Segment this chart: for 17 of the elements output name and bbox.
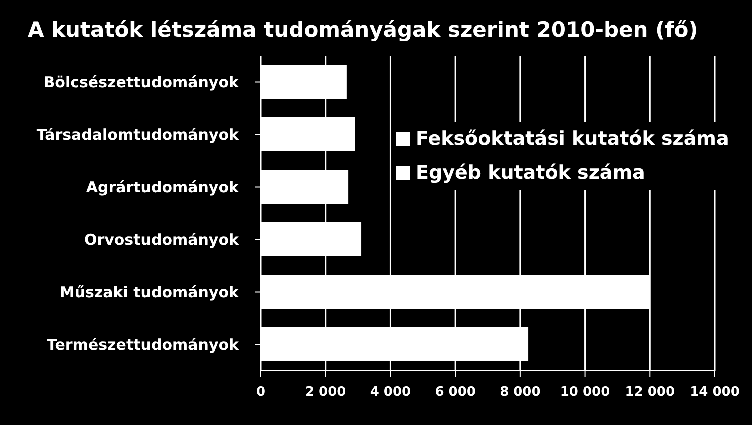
x-tick-label: 0 xyxy=(256,385,266,400)
y-tick-label: Orvostudományok xyxy=(84,231,240,250)
x-tick-label: 8 000 xyxy=(500,385,541,400)
x-tick-label: 2 000 xyxy=(306,385,346,400)
x-tick-label: 14 000 xyxy=(690,385,740,400)
y-tick-label: Bölcsészettudományok xyxy=(44,74,240,92)
x-tick-label: 10 000 xyxy=(560,385,610,400)
x-tick-label: 4 000 xyxy=(370,385,412,400)
legend-label: Feksőoktatási kutatók száma xyxy=(416,127,730,152)
y-tick-label: Agrártudományok xyxy=(86,178,240,197)
y-tick-label: Műszaki tudományok xyxy=(60,284,240,302)
y-tick-label: Társadalomtudományok xyxy=(36,126,240,144)
y-tick-label: Természettudományok xyxy=(47,336,240,354)
legend-label: Egyéb kutatók száma xyxy=(416,161,646,186)
chart-title: A kutatók létszáma tudományágak szerint 2010-ben (fő) xyxy=(28,18,698,42)
x-tick-label: 12 000 xyxy=(625,385,676,400)
x-tick-label: 6 000 xyxy=(435,385,476,400)
